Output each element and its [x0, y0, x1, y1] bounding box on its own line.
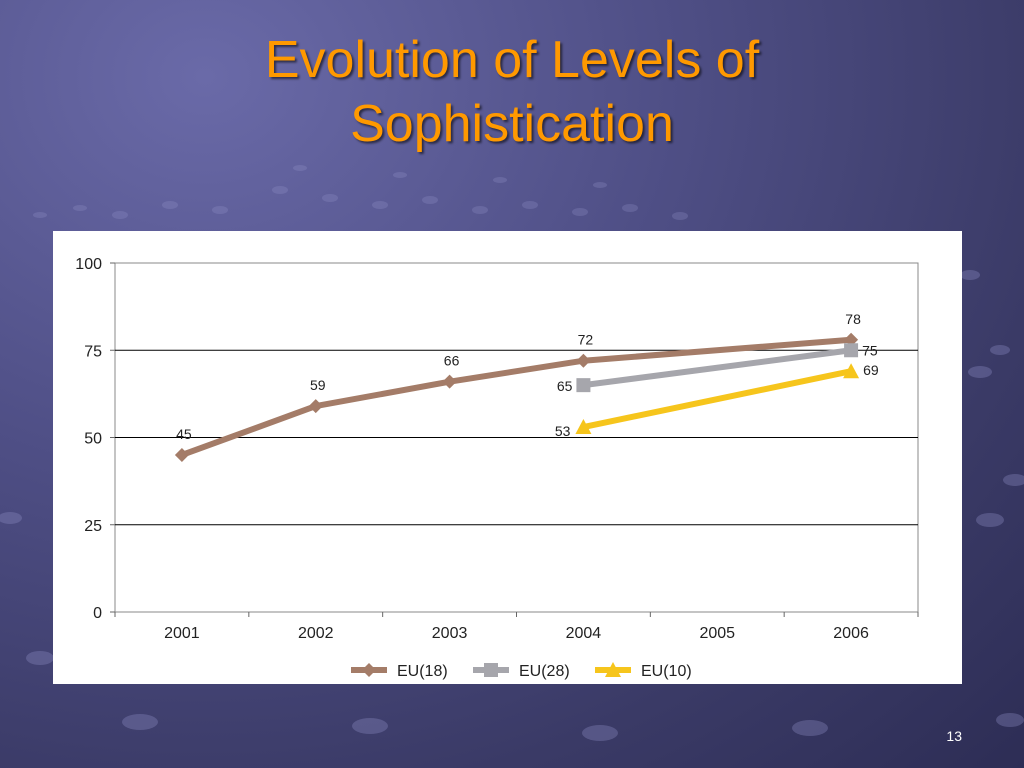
legend-marker-EU(10) [605, 662, 621, 677]
series-line-EU(10) [580, 368, 855, 431]
data-point-EU(28)-2006 [844, 343, 859, 358]
page-number: 13 [946, 728, 962, 744]
slide-title: Evolution of Levels of Sophistication [0, 28, 1024, 156]
data-label-EU(28)-2004: 65 [557, 378, 573, 394]
x-tick-label-2002: 2002 [298, 625, 334, 642]
slide-title-line-2: Sophistication [350, 95, 674, 153]
data-label-EU(18)-2001: 45 [176, 426, 192, 442]
legend-marker-EU(28) [484, 663, 498, 677]
legend-label-EU(28): EU(28) [519, 663, 570, 680]
y-tick-label-25: 25 [84, 518, 102, 535]
data-label-EU(10)-2006: 69 [863, 362, 879, 378]
series-line-EU(28) [580, 347, 855, 389]
legend-label-EU(10): EU(10) [641, 663, 692, 680]
x-tick-label-2001: 2001 [164, 625, 200, 642]
y-tick-label-0: 0 [93, 605, 102, 622]
line-chart: 0 25 50 75 100 2001 2002 2003 2004 2005 2006 45 59 66… [75, 256, 919, 680]
x-tick-label-2005: 2005 [699, 625, 735, 642]
data-label-EU(18)-2004: 72 [578, 332, 594, 348]
chart-panel: 0 25 50 75 100 2001 2002 2003 2004 2005 2006 45 59 66… [53, 231, 962, 684]
data-point-EU(28)-2004 [576, 378, 591, 393]
data-point-EU(10)-2004 [575, 419, 592, 435]
data-point-EU(10)-2006 [843, 363, 860, 379]
x-tick-label-2004: 2004 [566, 625, 602, 642]
data-point-EU(18)-2004 [576, 353, 591, 368]
data-point-EU(18)-2001 [174, 447, 189, 462]
data-label-EU(18)-2003: 66 [444, 353, 460, 369]
data-label-EU(18)-2006: 78 [845, 311, 861, 327]
legend-label-EU(18): EU(18) [397, 663, 448, 680]
data-label-EU(28)-2006: 75 [862, 342, 878, 358]
slide-title-line-1: Evolution of Levels of [264, 31, 760, 89]
legend-marker-EU(18) [362, 663, 376, 677]
data-point-EU(18)-2003 [442, 374, 457, 389]
y-tick-label-100: 100 [75, 256, 102, 273]
data-label-EU(10)-2004: 53 [555, 423, 571, 439]
y-tick-label-75: 75 [84, 343, 102, 360]
x-tick-label-2006: 2006 [833, 625, 869, 642]
data-label-EU(18)-2002: 59 [310, 377, 326, 393]
y-tick-label-50: 50 [84, 431, 102, 448]
data-point-EU(18)-2002 [308, 399, 323, 414]
x-tick-label-2003: 2003 [432, 625, 468, 642]
